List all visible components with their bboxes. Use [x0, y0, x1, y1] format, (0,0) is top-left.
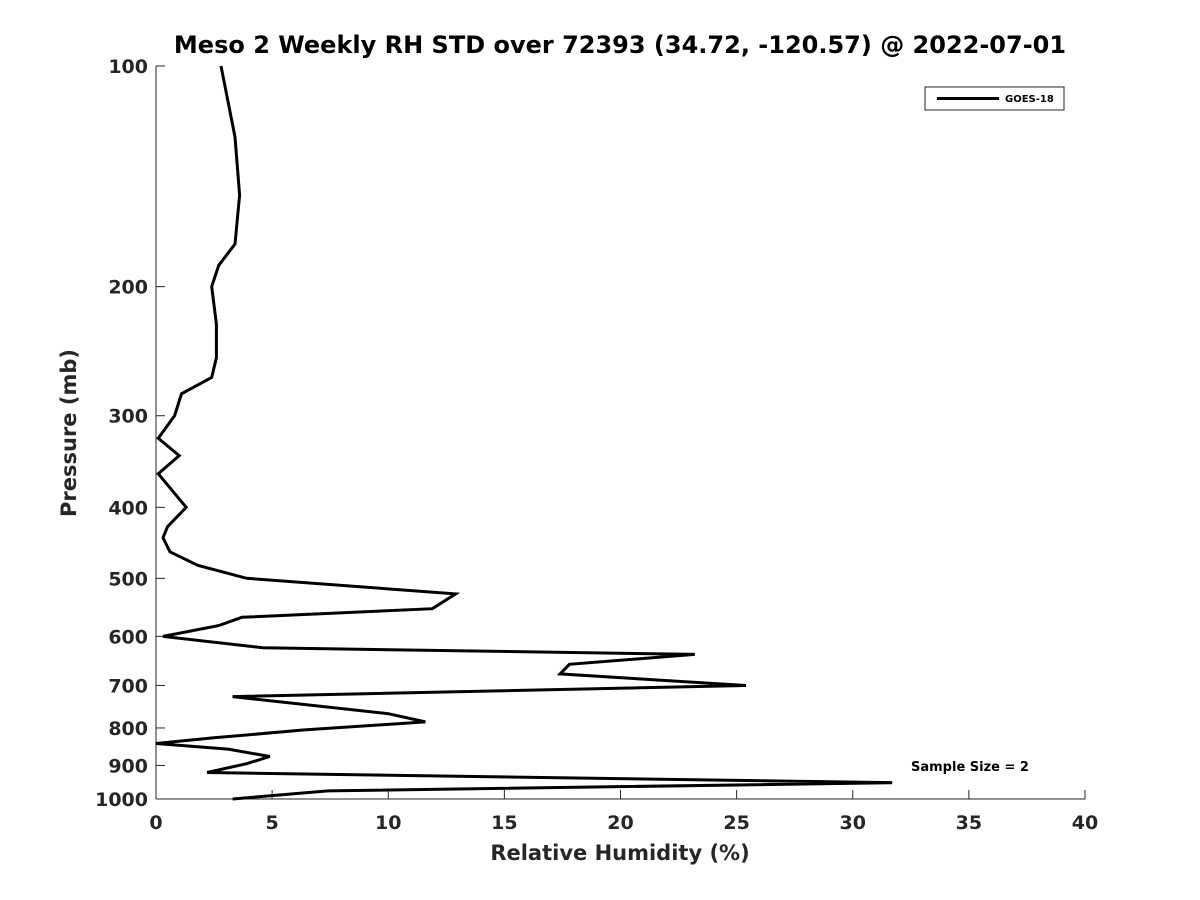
- y-tick-label: 400: [108, 497, 148, 519]
- y-tick-label: 200: [108, 277, 148, 299]
- x-ticks: 0 5 10 15 20 25 30 35 40: [149, 790, 1098, 834]
- x-tick-label: 35: [956, 812, 982, 834]
- y-tick-label: 900: [108, 755, 148, 777]
- x-tick-label: 15: [491, 812, 517, 834]
- x-axis-label: Relative Humidity (%): [490, 841, 749, 865]
- chart-title: Meso 2 Weekly RH STD over 72393 (34.72, …: [174, 31, 1066, 59]
- y-tick-label: 1000: [95, 789, 148, 811]
- x-tick-label: 25: [723, 812, 749, 834]
- y-ticks: 100 200 300 400 500 600 700 800 900 1000: [95, 56, 165, 811]
- series-layer: [155, 65, 893, 801]
- x-tick-label: 40: [1072, 812, 1098, 834]
- y-axis-label: Pressure (mb): [57, 349, 81, 517]
- sample-size-annotation: Sample Size = 2: [911, 760, 1029, 775]
- x-tick-label: 0: [149, 812, 162, 834]
- y-tick-label: 500: [108, 568, 148, 590]
- x-tick-label: 5: [266, 812, 279, 834]
- legend: GOES-18: [924, 86, 1065, 111]
- legend-label-goes-18: GOES-18: [1005, 94, 1054, 105]
- x-tick-label: 30: [840, 812, 866, 834]
- series-line-goes-18: [155, 65, 893, 801]
- y-tick-label: 700: [108, 675, 148, 697]
- y-tick-label: 600: [108, 626, 148, 648]
- y-tick-label: 100: [108, 56, 148, 78]
- x-tick-label: 10: [375, 812, 401, 834]
- x-tick-label: 20: [607, 812, 633, 834]
- y-tick-label: 300: [108, 406, 148, 428]
- y-tick-label: 800: [108, 718, 148, 740]
